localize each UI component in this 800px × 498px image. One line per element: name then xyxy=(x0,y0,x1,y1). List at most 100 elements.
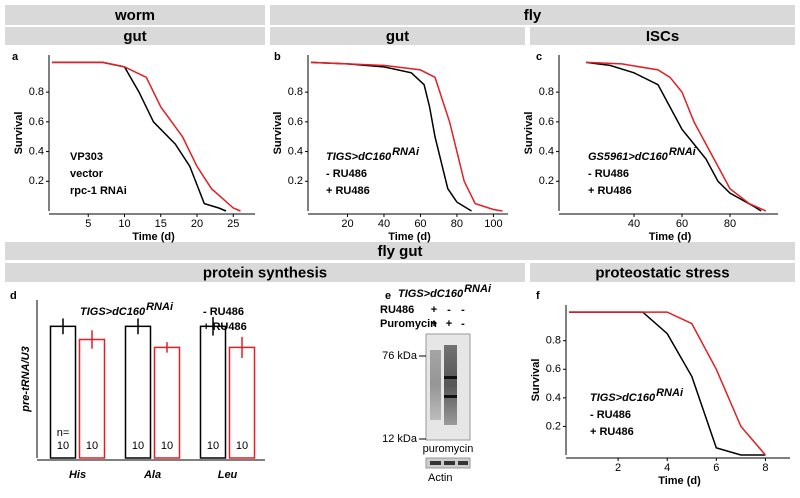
category-label: His xyxy=(69,469,86,481)
panel-letter: f xyxy=(536,290,540,302)
legend-entry: rpc-1 RNAi xyxy=(70,185,127,197)
legend-title-sup: RNAi xyxy=(656,387,684,399)
x-tick-label: 20 xyxy=(341,218,353,230)
y-tick-label: 0.4 xyxy=(546,392,561,404)
n-label: 10 xyxy=(57,440,69,452)
x-tick-label: 80 xyxy=(451,218,463,230)
x-tick-label: 80 xyxy=(724,218,736,230)
legend-title-sup: RNAi xyxy=(392,146,420,158)
y-tick-label: 0.2 xyxy=(546,420,561,432)
x-tick-label: 15 xyxy=(155,218,167,230)
header-bar xyxy=(5,242,795,260)
x-tick-label: 20 xyxy=(191,218,203,230)
y-tick-label: 0.8 xyxy=(288,86,303,98)
legend-entry: - RU486 xyxy=(326,168,367,180)
actin-band xyxy=(458,461,468,465)
x-tick-label: 2 xyxy=(615,462,621,474)
x-tick-label: 8 xyxy=(762,462,768,474)
header: protein synthesis xyxy=(203,264,327,281)
lane-sign: + xyxy=(446,318,452,330)
survival-curve xyxy=(310,61,472,212)
legend-entry: vector xyxy=(70,168,104,180)
panel-letter: d xyxy=(10,290,17,302)
header: gut xyxy=(386,28,409,45)
legend-title: TIGS>dC160 xyxy=(590,392,656,404)
y-axis-title: Survival xyxy=(272,112,284,155)
y-tick-label: 0.4 xyxy=(29,145,44,157)
bar xyxy=(153,346,181,459)
legend-entry: + RU486 xyxy=(326,185,370,197)
blot-band xyxy=(444,376,457,379)
y-tick-label: 0.4 xyxy=(288,145,303,157)
y-tick-label: 0.2 xyxy=(539,175,554,187)
x-axis-title: Time (d) xyxy=(658,475,701,487)
n-label: 10 xyxy=(86,440,98,452)
header-bar xyxy=(530,263,795,282)
y-tick-label: 0.6 xyxy=(546,363,561,375)
x-tick-label: 60 xyxy=(414,218,426,230)
legend-title: TIGS>dC160 xyxy=(80,306,146,318)
x-tick-label: 10 xyxy=(118,218,130,230)
x-tick-label: 60 xyxy=(676,218,688,230)
header: ISCs xyxy=(646,28,679,45)
y-tick-label: 0.6 xyxy=(288,116,303,128)
lane-sign: - xyxy=(447,304,451,316)
header: fly gut xyxy=(378,243,423,260)
panel-letter: c xyxy=(536,51,542,63)
survival-curve xyxy=(585,61,767,212)
legend-entry: - RU486 xyxy=(590,409,631,421)
legend-title: TIGS>dC160 xyxy=(326,151,392,163)
genotype: TIGS>dC160 xyxy=(398,288,464,300)
x-tick-label: 40 xyxy=(628,218,640,230)
n-label: 10 xyxy=(207,440,219,452)
survival-curve xyxy=(569,311,766,456)
header: worm xyxy=(114,7,155,24)
legend-entry: + RU486 xyxy=(203,321,247,333)
size-marker: 12 kDa xyxy=(382,433,418,445)
header-bar xyxy=(5,263,525,282)
header-bar xyxy=(5,27,265,45)
loading-control: Actin xyxy=(428,472,452,484)
panel-letter: e xyxy=(385,290,391,302)
y-tick-label: 0.8 xyxy=(546,335,561,347)
actin-band xyxy=(430,461,441,465)
legend-entry: - RU486 xyxy=(203,306,244,318)
treatment-label: RU486 xyxy=(380,304,414,316)
n-prefix: n= xyxy=(57,427,70,439)
y-tick-label: 0.2 xyxy=(29,175,44,187)
lane-sign: + xyxy=(431,318,437,330)
survival-curve xyxy=(585,61,762,212)
n-label: 10 xyxy=(236,440,248,452)
actin-band xyxy=(444,461,455,465)
survival-curve xyxy=(310,61,503,212)
header: fly xyxy=(524,7,542,24)
x-tick-label: 5 xyxy=(85,218,91,230)
y-tick-label: 0.8 xyxy=(539,86,554,98)
blot-lane xyxy=(444,345,457,425)
legend-title: GS5961>dC160 xyxy=(588,151,669,163)
lane-sign: - xyxy=(461,318,465,330)
y-tick-label: 0.2 xyxy=(288,175,303,187)
header-bar xyxy=(530,27,795,45)
bar xyxy=(124,325,152,459)
x-axis-title: Time (d) xyxy=(388,231,431,243)
bar xyxy=(49,325,77,459)
n-label: 10 xyxy=(132,440,144,452)
x-tick-label: 25 xyxy=(227,218,239,230)
survival-curve xyxy=(52,61,241,212)
y-tick-label: 0.4 xyxy=(539,145,554,157)
y-axis-title: Survival xyxy=(13,112,25,155)
treatment-label: Puromycin xyxy=(380,318,437,330)
header-bar xyxy=(270,27,525,45)
header-bar xyxy=(270,5,795,25)
lane-sign: + xyxy=(431,304,437,316)
y-tick-label: 0.6 xyxy=(29,116,44,128)
y-tick-label: 0.8 xyxy=(29,86,44,98)
x-axis-title: Time (d) xyxy=(132,231,175,243)
blot-band xyxy=(444,395,457,398)
legend-title-sup: RNAi xyxy=(669,146,697,158)
blot-lane xyxy=(430,350,441,420)
bar xyxy=(228,346,256,459)
legend-entry: + RU486 xyxy=(588,185,632,197)
y-axis-title: pre-tRNA/U3 xyxy=(20,346,32,412)
